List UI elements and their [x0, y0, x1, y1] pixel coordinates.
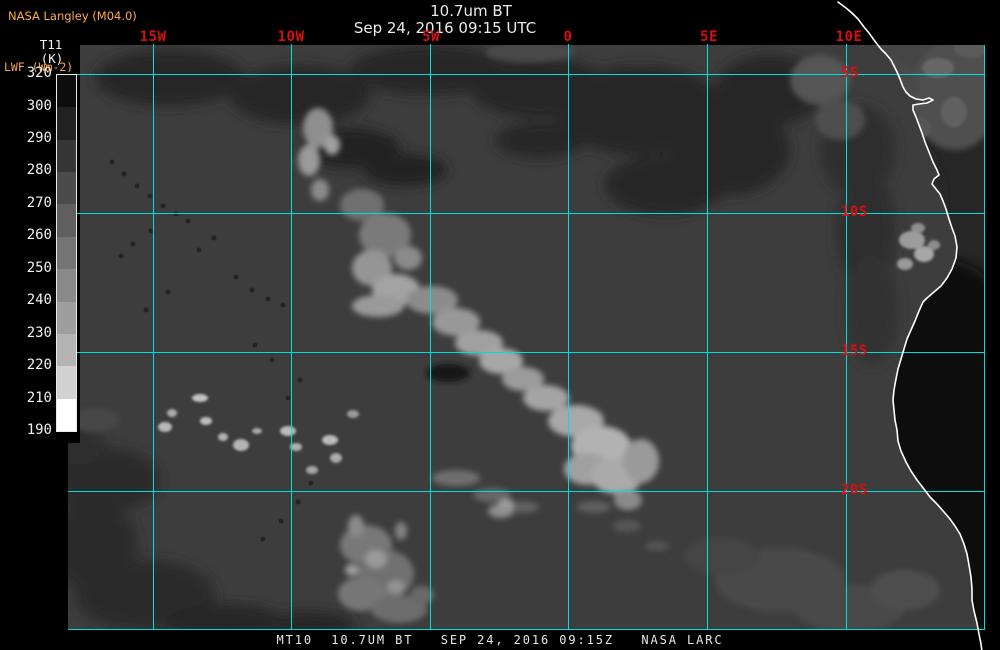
colorbar-tick: 260	[26, 227, 52, 244]
gridlines	[68, 44, 985, 630]
colorbar-tick: 230	[26, 324, 52, 341]
colorbar-segment	[57, 333, 76, 367]
footer-caption: MT10 10.7UM BT SEP 24, 2016 09:15Z NASA …	[276, 633, 724, 647]
grid-label-longitude: 5W	[422, 29, 440, 45]
colorbar-tick: 220	[26, 357, 52, 374]
colorbar-segment	[57, 75, 76, 108]
colorbar-scale	[56, 74, 77, 432]
colorbar-segment	[57, 139, 76, 173]
colorbar-secondary-label: LWF (Wm-2)	[4, 60, 74, 74]
dark-regions	[68, 45, 898, 630]
colorbar-tick: 240	[26, 292, 52, 309]
image-area	[68, 45, 985, 630]
cloud-field	[70, 55, 940, 630]
colorbar-tick: 290	[26, 129, 52, 146]
coastline-path	[837, 1, 983, 650]
colorbar-parameter-label: T11	[39, 37, 63, 52]
colorbar-tick: 300	[26, 97, 52, 114]
grid-label-latitude: 10S	[841, 204, 868, 220]
colorbar-tick: 320	[26, 65, 52, 81]
timestamp-subtitle: Sep 24, 2016 09:15 UTC	[353, 19, 537, 37]
colorbar-segment	[57, 366, 76, 399]
speckles	[109, 159, 314, 542]
colorbar-segment	[57, 398, 76, 431]
colorbar-tick: 250	[26, 259, 52, 276]
grid-label-latitude: 15S	[841, 343, 868, 359]
colorbar-segment	[57, 204, 76, 237]
grid-label-longitude: 5E	[700, 29, 718, 45]
colorbar-tick: 280	[26, 162, 52, 179]
colorbar-units-label: (K)	[40, 51, 64, 66]
colorbar-tick: 270	[26, 194, 52, 211]
colorbar-segment	[57, 236, 76, 270]
page-title: 10.7um BT	[430, 2, 512, 20]
colorbar-segment	[57, 107, 76, 140]
colorbar-tick: 190	[26, 422, 52, 438]
colorbar-segment	[57, 269, 76, 302]
colorbar-segment	[57, 172, 76, 205]
grid-label-longitude: 10E	[835, 29, 863, 45]
grid-label-longitude: 15W	[139, 29, 167, 45]
coastal-clouds	[897, 223, 940, 270]
nasa-credit: NASA Langley (M04.0)	[8, 9, 137, 23]
colorbar-segment	[57, 301, 76, 334]
grid-label-latitude: 20S	[841, 482, 868, 498]
colorbar-tick: 210	[26, 389, 52, 406]
dark-spots	[426, 45, 575, 382]
grid-label-latitude: 5S	[841, 65, 859, 81]
grid-label-longitude: 0	[563, 29, 573, 45]
grid-label-longitude: 10W	[277, 29, 305, 45]
